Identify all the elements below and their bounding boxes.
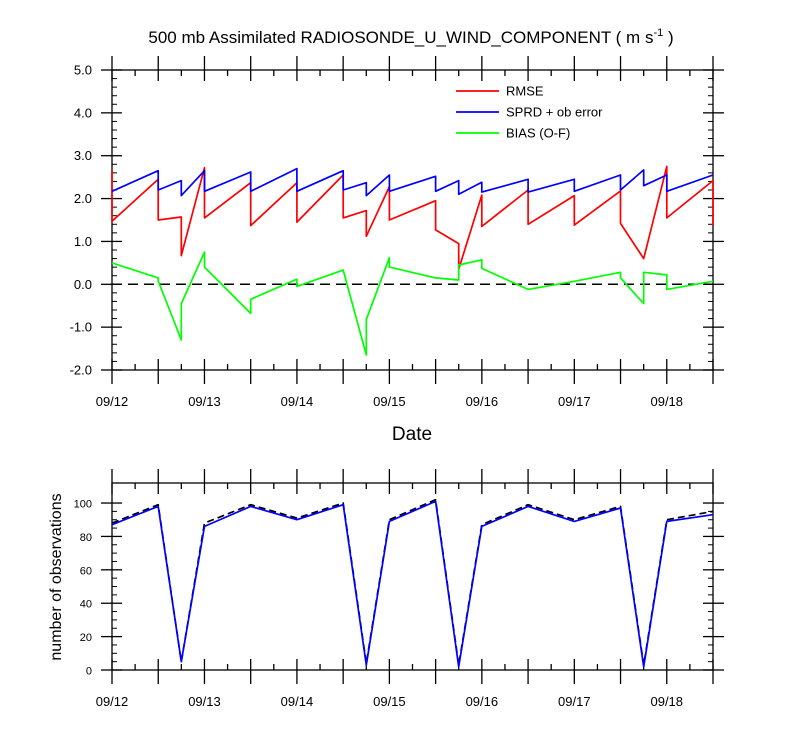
y-tick-label: 2.0	[74, 191, 92, 206]
top-plot: 09/12 09/13 09/14 09/15 09/16 09/17 09/18 -2.0 -…	[70, 56, 724, 409]
legend: RMSE SPRD + ob error BIAS (O-F)	[456, 84, 603, 141]
x-tick-label: 09/15	[373, 394, 406, 409]
y-tick-label: 40	[80, 599, 92, 611]
bottom-series-group	[111, 498, 714, 668]
x-tick-label: 09/12	[96, 394, 129, 409]
y-tick-label: 20	[80, 632, 92, 644]
x-tick-label: 09/18	[650, 694, 683, 709]
y-tick-label: 60	[80, 565, 92, 577]
series-line-sprd-ob-error	[111, 167, 714, 197]
y-tick-label: -2.0	[70, 363, 92, 378]
x-tick-label: 09/14	[281, 694, 314, 709]
top-plot-frame	[111, 69, 714, 371]
x-tick-label: 09/18	[650, 394, 683, 409]
y-tick-label: 0	[86, 666, 92, 678]
top-series-group	[111, 165, 714, 356]
y-tick-label: 1.0	[74, 234, 92, 249]
y-tick-label: 3.0	[74, 148, 92, 163]
legend-label: RMSE	[506, 84, 544, 99]
bottom-y-axis-label: number of observations	[48, 493, 65, 660]
x-tick-label: 09/14	[281, 394, 314, 409]
y-tick-label: 4.0	[74, 105, 92, 120]
top-ticks: 09/12 09/13 09/14 09/15 09/16 09/17 09/18 -2.0 -…	[70, 56, 724, 409]
chart-title-superscript: -1	[653, 27, 663, 39]
x-tick-label: 09/17	[558, 694, 591, 709]
y-tick-label: 100	[74, 499, 92, 511]
chart-title: 500 mb Assimilated RADIOSONDE_U_WIND_COM…	[148, 27, 673, 47]
x-tick-label: 09/16	[466, 694, 499, 709]
x-tick-label: 09/17	[558, 394, 591, 409]
series-line-rmse	[111, 165, 714, 271]
chart-title-suffix: )	[663, 28, 673, 47]
x-tick-label: 09/13	[188, 694, 221, 709]
x-tick-label: 09/12	[96, 694, 129, 709]
top-x-axis-label: Date	[392, 424, 432, 445]
legend-label: SPRD + ob error	[506, 105, 603, 120]
bottom-ticks: 09/12 09/13 09/14 09/15 09/16 09/17 09/18 0 20 40…	[74, 469, 724, 709]
legend-label: BIAS (O-F)	[506, 126, 570, 141]
x-tick-label: 09/13	[188, 394, 221, 409]
y-tick-label: -1.0	[70, 320, 92, 335]
y-tick-label: 80	[80, 532, 92, 544]
series-line-bias-o-f	[111, 251, 714, 356]
bottom-plot: 09/12 09/13 09/14 09/15 09/16 09/17 09/18 0 20 40…	[74, 469, 724, 709]
y-tick-label: 5.0	[74, 63, 92, 78]
series-line-solid	[111, 500, 714, 668]
x-tick-label: 09/15	[373, 694, 406, 709]
x-tick-label: 09/16	[466, 394, 499, 409]
y-tick-label: 0.0	[74, 277, 92, 292]
